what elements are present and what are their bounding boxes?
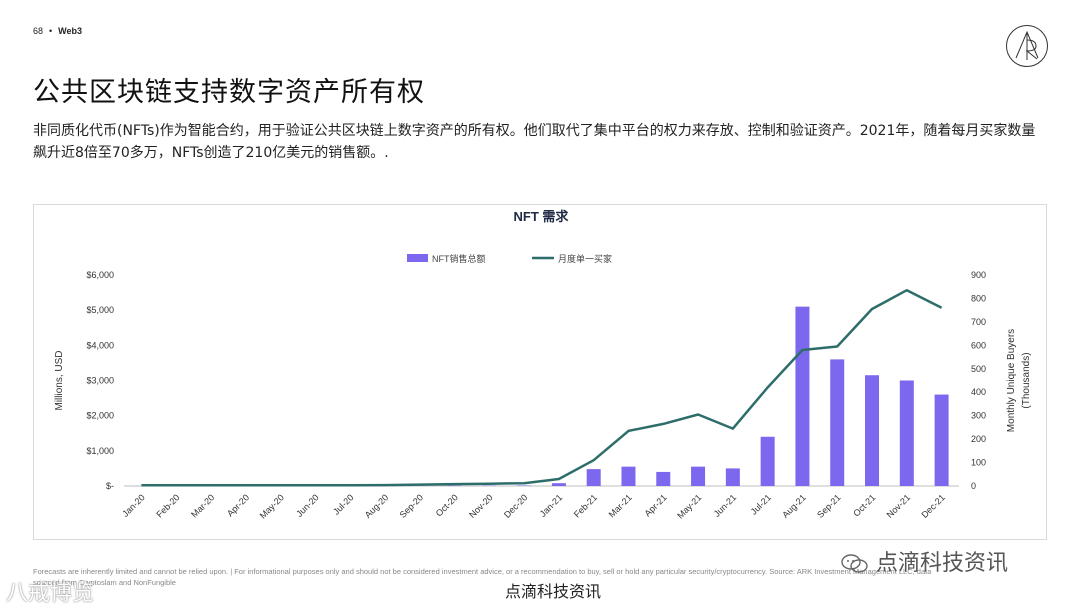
legend-label-line: 月度单一买家 bbox=[558, 253, 612, 264]
watermark-right-text: 点滴科技资讯 bbox=[876, 551, 1009, 576]
page-number: 68 bbox=[33, 26, 44, 36]
y-right-tick-label: 200 bbox=[971, 434, 986, 444]
nft-demand-chart: NFT 需求 NFT销售总额 月度单一买家 $- $1,000 $2,000 $3,000 $… bbox=[33, 204, 1047, 540]
x-tick-label: Sep-21 bbox=[815, 492, 843, 520]
page-header: 68 • Web3 bbox=[33, 26, 82, 36]
y-right-tick-label: 300 bbox=[971, 411, 986, 421]
bar-Feb-21 bbox=[586, 469, 601, 486]
bar-Jul-21 bbox=[760, 436, 775, 486]
y-left-tick-label: $1,000 bbox=[86, 446, 114, 456]
wechat-icon bbox=[841, 554, 868, 573]
legend-swatch-bar bbox=[407, 254, 428, 262]
x-tick-label: Jan-21 bbox=[538, 492, 565, 519]
x-tick-label: Nov-20 bbox=[467, 492, 495, 520]
x-tick-label: Oct-21 bbox=[851, 492, 877, 518]
y-right-tick-label: 0 bbox=[971, 481, 976, 491]
section-name: Web3 bbox=[58, 26, 83, 36]
x-tick-label: Dec-21 bbox=[919, 492, 947, 520]
y-right-tick-label: 600 bbox=[971, 340, 986, 350]
x-tick-label: Oct-20 bbox=[434, 492, 460, 518]
x-tick-label: Jan-20 bbox=[120, 492, 147, 519]
bar-Apr-21 bbox=[656, 471, 671, 486]
x-tick-label: May-21 bbox=[675, 492, 703, 520]
y-right-tick-label: 900 bbox=[971, 270, 986, 280]
x-tick-label: May-20 bbox=[258, 492, 286, 520]
x-tick-label: Apr-21 bbox=[643, 492, 669, 518]
y-left-tick-label: $3,000 bbox=[86, 376, 114, 386]
bar-Aug-21 bbox=[795, 306, 810, 486]
footnote: Forecasts are inherently limited and can… bbox=[33, 567, 932, 587]
y-right-tick-label: 500 bbox=[971, 364, 986, 374]
x-tick-label: Jun-21 bbox=[712, 492, 739, 519]
chart-title: NFT 需求 bbox=[514, 209, 570, 224]
legend-label-bar: NFT销售总额 bbox=[432, 253, 486, 264]
page-title: 公共区块链支持数字资产所有权 bbox=[33, 77, 425, 108]
bar-May-21 bbox=[691, 466, 706, 486]
x-tick-label: Dec-20 bbox=[502, 492, 530, 520]
brand-logo-icon bbox=[1006, 25, 1048, 67]
buyers-line bbox=[141, 288, 943, 487]
x-tick-label: Jul-20 bbox=[331, 492, 355, 516]
x-tick-label: Jun-20 bbox=[294, 492, 321, 519]
y-right-tick-label: 400 bbox=[971, 387, 986, 397]
y-right-tick-label: 100 bbox=[971, 458, 986, 468]
page-description: 非同质化代币(NFTs)作为智能合约，用于验证公共区块链上数字资产的所有权。他们… bbox=[33, 123, 1036, 161]
bar-Dec-20 bbox=[517, 485, 532, 486]
x-tick-label: Apr-20 bbox=[225, 492, 251, 518]
y-right-tick-label: 800 bbox=[971, 293, 986, 303]
y-right-axis-label: Monthly Unique Buyers bbox=[1006, 329, 1017, 432]
watermark-left: 八戒博览 bbox=[6, 581, 95, 606]
x-tick-label: Sep-20 bbox=[398, 492, 426, 520]
x-tick-label: Jul-21 bbox=[749, 492, 773, 516]
x-tick-label: Mar-21 bbox=[607, 492, 634, 519]
watermark-bottom: 点滴科技资讯 bbox=[505, 582, 602, 601]
header-separator: • bbox=[49, 26, 53, 36]
y-right-axis-label-unit: (Thousands) bbox=[1021, 352, 1032, 408]
y-left-tick-label: $5,000 bbox=[86, 305, 114, 315]
x-tick-label: Aug-20 bbox=[363, 492, 391, 520]
y-left-axis-label: Millions, USD bbox=[54, 350, 65, 410]
x-tick-label: Aug-21 bbox=[780, 492, 808, 520]
x-tick-label: Feb-21 bbox=[572, 492, 599, 519]
y-left-tick-label: $- bbox=[106, 481, 114, 491]
bar-Oct-21 bbox=[865, 375, 880, 486]
x-tick-label: Mar-20 bbox=[189, 492, 216, 519]
x-tick-label: Nov-21 bbox=[885, 492, 913, 520]
bar-Nov-21 bbox=[899, 380, 914, 486]
bar-Sep-21 bbox=[830, 359, 845, 486]
chart-canvas: NFT 需求 NFT销售总额 月度单一买家 $- $1,000 $2,000 $3,000 $… bbox=[54, 209, 1032, 521]
x-tick-label: Feb-20 bbox=[154, 492, 181, 519]
y-left-tick-label: $6,000 bbox=[86, 270, 114, 280]
bar-Mar-21 bbox=[621, 466, 636, 486]
y-left-tick-label: $4,000 bbox=[86, 340, 114, 350]
watermark-right: 点滴科技资讯 bbox=[840, 545, 1008, 577]
bar-Jun-21 bbox=[725, 468, 740, 486]
bar-Jan-21 bbox=[551, 483, 566, 486]
y-left-tick-label: $2,000 bbox=[86, 411, 114, 421]
y-right-tick-label: 700 bbox=[971, 317, 986, 327]
bar-Dec-21 bbox=[934, 394, 949, 486]
